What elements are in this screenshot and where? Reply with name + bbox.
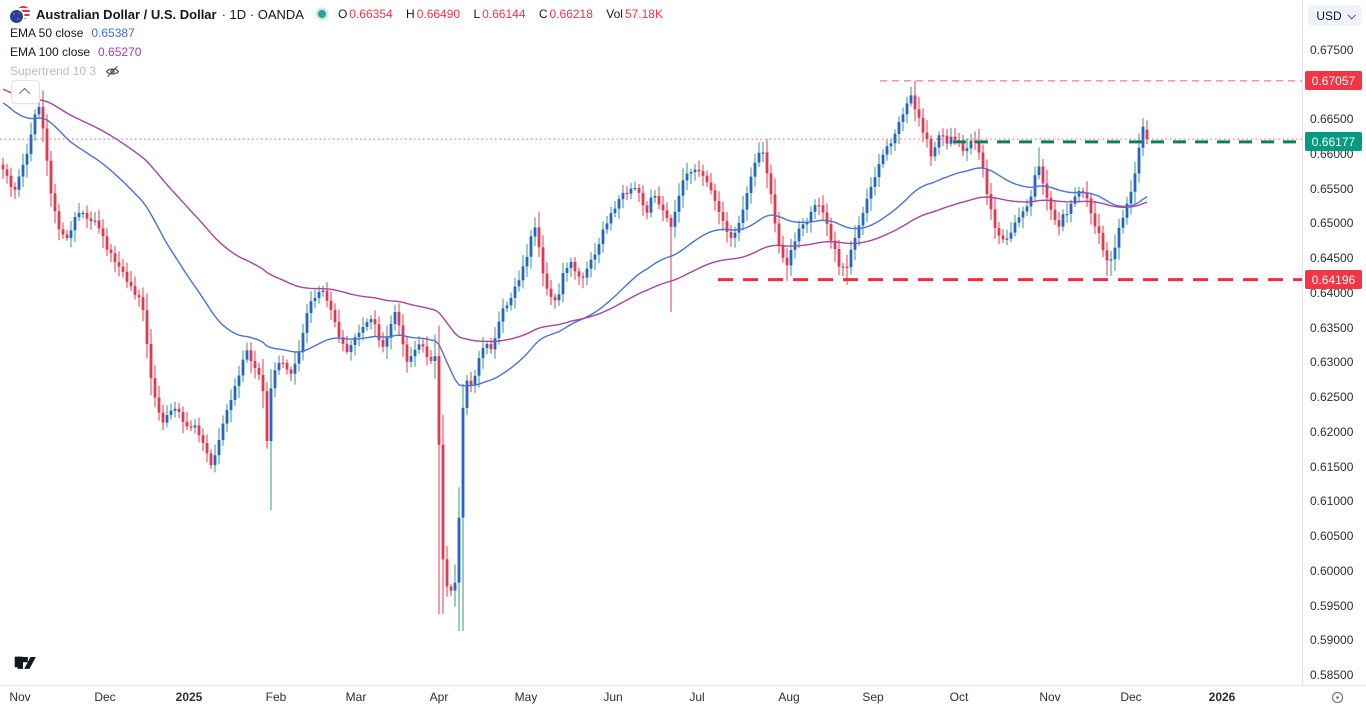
price-tick-label: 0.65500 [1310, 181, 1354, 196]
time-tick-label: Dec [94, 690, 116, 704]
time-tick-label: Feb [265, 690, 287, 704]
high-value: 0.66490 [416, 7, 461, 21]
time-tick-label: May [514, 690, 538, 704]
price-tick-label: 0.58500 [1310, 668, 1354, 682]
ema50-label: EMA 50 close [10, 26, 84, 40]
low-label: L [473, 7, 481, 21]
currency-selector-label: USD [1316, 8, 1342, 23]
price-tick-label: 0.66500 [1310, 112, 1354, 126]
time-tick-label: 2026 [1208, 690, 1236, 704]
symbol-row[interactable]: Australian Dollar / U.S. Dollar · 1D · O… [10, 5, 673, 23]
scroll-up-button[interactable] [11, 80, 40, 104]
time-tick-label: Nov [9, 690, 31, 704]
supertrend-label: Supertrend 10 3 [10, 64, 97, 78]
price-level-badge: 0.66177 [1305, 132, 1362, 152]
symbol-meta: · 1D · OANDA [221, 6, 304, 22]
tradingview-logo[interactable] [14, 656, 37, 680]
symbol-title: Australian Dollar / U.S. Dollar [36, 6, 217, 22]
time-tick-label: Dec [1120, 690, 1142, 704]
high-label: H [406, 7, 415, 21]
chevron-down-icon [1347, 10, 1356, 20]
time-tick-label: Apr [429, 690, 449, 704]
price-tick-label: 0.62000 [1310, 424, 1354, 439]
time-tick-label: Mar [345, 690, 367, 704]
time-tick-label: Jun [603, 690, 623, 704]
open-label: O [337, 7, 348, 21]
down-candle-bodies [1, 95, 1149, 591]
ema-50-line [2, 102, 1148, 387]
volume-value: 57.18K [624, 7, 663, 21]
currency-pair-icon [10, 5, 30, 23]
indicator-row-ema100[interactable]: EMA 100 close 0.65270 [10, 43, 673, 61]
time-tick-label: Oct [949, 690, 969, 704]
visibility-off-icon[interactable] [103, 63, 121, 79]
chart-legend: Australian Dollar / U.S. Dollar · 1D · O… [10, 5, 673, 81]
time-tick-label: Jul [689, 690, 705, 704]
open-value: 0.66354 [349, 7, 393, 21]
price-level-badge: 0.64196 [1305, 270, 1362, 290]
indicator-row-supertrend[interactable]: Supertrend 10 3 [10, 62, 673, 80]
price-tick-label: 0.61000 [1310, 494, 1354, 509]
ohlc-values: O 0.66354 H 0.66490 L 0.66144 C 0.66218 Vol 5… [338, 7, 673, 21]
price-tick-label: 0.63000 [1310, 355, 1354, 370]
down-candle-wicks [2, 80, 1148, 615]
price-tick-label: 0.60000 [1310, 563, 1354, 578]
time-tick-label: Aug [778, 690, 800, 704]
price-tick-label: 0.61500 [1310, 459, 1354, 474]
price-tick-label: 0.63500 [1310, 320, 1354, 335]
price-tick-label: 0.64500 [1310, 251, 1354, 265]
price-tick-label: 0.60500 [1310, 529, 1354, 543]
chevron-up-icon [18, 87, 30, 100]
time-tick-label: Nov [1039, 690, 1061, 704]
ema100-value: 0.65270 [98, 45, 142, 59]
price-level-badge: 0.67057 [1305, 71, 1362, 91]
volume-label: Vol [606, 7, 623, 21]
low-value: 0.66144 [482, 7, 526, 21]
price-tick-label: 0.67500 [1310, 42, 1354, 57]
close-value: 0.66218 [549, 7, 593, 21]
price-tick-label: 0.59000 [1310, 633, 1354, 648]
aud-flag-icon [10, 9, 23, 23]
up-candle-bodies [17, 95, 1145, 591]
time-tick-label: Sep [862, 690, 884, 704]
price-tick-label: 0.59500 [1310, 598, 1354, 613]
candlestick-chart[interactable] [0, 0, 1302, 685]
currency-selector[interactable]: USD [1308, 5, 1362, 26]
timezone-settings-icon[interactable] [1331, 691, 1344, 704]
indicator-row-ema50[interactable]: EMA 50 close 0.65387 [10, 24, 673, 42]
ema100-label: EMA 100 close [10, 45, 91, 59]
price-tick-label: 0.62500 [1310, 390, 1354, 404]
time-tick-label: 2025 [175, 690, 203, 704]
market-status-dot [317, 10, 326, 18]
price-tick-label: 0.65000 [1310, 216, 1354, 231]
chart-plot-area[interactable] [0, 0, 1302, 685]
ema-100-line [2, 88, 1148, 343]
ema50-value: 0.65387 [91, 26, 135, 40]
price-axis[interactable]: USD 0.67500 0.66500 0.66000 0.65500 0.65000 0… [1302, 0, 1366, 685]
price-tick-label: 0.64000 [1310, 285, 1354, 300]
time-axis[interactable]: Nov Dec 2025 Feb Mar Apr May Jun Jul Aug Sep Oct Nov… [0, 685, 1366, 709]
close-label: C [538, 7, 548, 21]
